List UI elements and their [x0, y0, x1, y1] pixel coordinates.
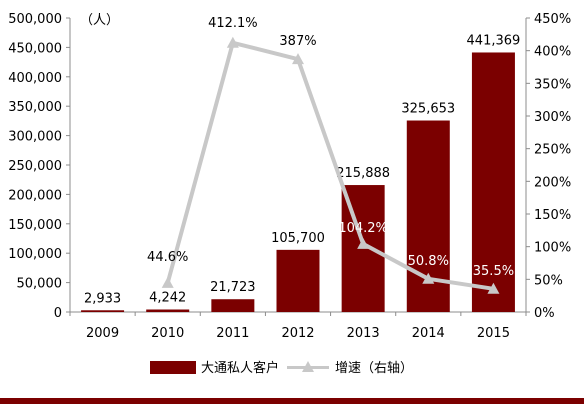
left-tick-label: 400,000	[8, 71, 62, 86]
right-tick-label: 250%	[534, 143, 571, 158]
bar	[211, 299, 255, 312]
bar	[81, 310, 125, 312]
right-tick-label: 200%	[534, 175, 571, 190]
bar-data-label: 325,653	[401, 102, 455, 117]
growth-data-label: 387%	[279, 34, 316, 49]
growth-data-label: 44.6%	[147, 250, 188, 265]
legend-line-label: 增速（右轴）	[335, 361, 413, 376]
growth-data-label: 412.1%	[208, 16, 258, 31]
right-tick-label: 100%	[534, 241, 571, 256]
right-tick-label: 0%	[534, 306, 555, 321]
right-tick-label: 300%	[534, 110, 571, 125]
bar	[276, 249, 320, 312]
bar-data-label: 441,369	[467, 33, 521, 48]
right-tick-label: 150%	[534, 208, 571, 223]
x-axis-ticks: 2009 2010 2011 2012 2013 2014 2015	[69, 312, 527, 341]
x-tick-label: 2010	[151, 326, 184, 341]
left-tick-label: 150,000	[8, 218, 62, 233]
right-tick-label: 50%	[534, 273, 563, 288]
growth-marker	[161, 276, 174, 288]
left-axis-unit: （人）	[80, 13, 119, 28]
left-axis-ticks: 0 50,000 100,000 150,000 200,000 250,000 300,0…	[8, 12, 70, 321]
bar-series	[81, 52, 515, 312]
x-tick-label: 2015	[477, 326, 510, 341]
legend-line-marker	[302, 361, 314, 372]
growth-marker	[226, 36, 239, 48]
left-tick-label: 100,000	[8, 247, 62, 262]
left-tick-label: 300,000	[8, 130, 62, 145]
bar	[146, 309, 190, 312]
left-tick-label: 350,000	[8, 100, 62, 115]
bar-data-label: 4,242	[149, 291, 186, 306]
legend-bar-swatch	[150, 361, 196, 374]
bar-data-label: 2,933	[84, 291, 121, 306]
growth-marker	[292, 53, 304, 65]
legend: 大通私人客户 增速（右轴）	[150, 360, 413, 376]
growth-data-label: 104.2%	[338, 221, 388, 236]
bar	[471, 52, 515, 312]
growth-line	[165, 40, 494, 291]
bar-data-label: 105,700	[271, 231, 325, 246]
x-tick-label: 2009	[86, 326, 119, 341]
growth-marker	[357, 237, 370, 249]
x-tick-label: 2011	[216, 326, 249, 341]
left-tick-label: 200,000	[8, 188, 62, 203]
x-tick-label: 2014	[412, 326, 445, 341]
bottom-rule	[0, 398, 584, 404]
growth-data-label: 50.8%	[408, 254, 449, 269]
growth-data-label: 35.5%	[473, 264, 514, 279]
right-tick-label: 350%	[534, 77, 571, 92]
growth-marker	[487, 282, 500, 294]
growth-line-series	[161, 36, 500, 294]
left-tick-label: 500,000	[8, 12, 62, 27]
left-tick-label: 50,000	[17, 277, 63, 292]
bar-data-labels: 2,933 4,242 21,723 105,700 215,888 325,653 441…	[84, 33, 520, 306]
x-tick-label: 2013	[347, 326, 380, 341]
left-tick-label: 250,000	[8, 159, 62, 174]
right-tick-label: 400%	[534, 45, 571, 60]
left-tick-label: 0	[54, 306, 62, 321]
left-tick-label: 450,000	[8, 41, 62, 56]
growth-marker	[422, 272, 435, 284]
bar-data-label: 215,888	[336, 166, 390, 181]
right-tick-label: 450%	[534, 12, 571, 27]
growth-data-labels: 44.6% 412.1% 387% 104.2% 50.8% 35.5%	[147, 16, 514, 279]
right-axis-ticks: 0% 50% 100% 150% 200% 250% 300% 350% 400% 450%	[526, 12, 571, 321]
x-tick-label: 2012	[281, 326, 314, 341]
bar-data-label: 21,723	[210, 280, 256, 295]
legend-bar-label: 大通私人客户	[201, 360, 279, 376]
